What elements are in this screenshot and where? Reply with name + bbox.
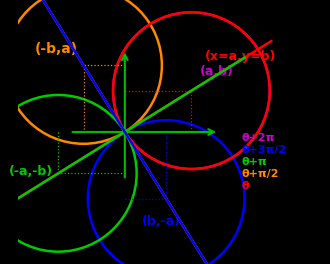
- Text: (-a,-b): (-a,-b): [8, 164, 52, 177]
- Text: θ+2π: θ+2π: [242, 133, 275, 143]
- Text: (-b,a): (-b,a): [35, 42, 78, 56]
- Text: θ+π/2: θ+π/2: [242, 169, 280, 179]
- Text: (b,-a): (b,-a): [142, 215, 181, 228]
- Text: (a,b): (a,b): [199, 65, 233, 78]
- Text: (x=a,y=b): (x=a,y=b): [205, 50, 277, 63]
- Text: θ: θ: [242, 181, 249, 191]
- Text: θ+3π/2: θ+3π/2: [242, 145, 287, 155]
- Text: θ+π: θ+π: [242, 157, 268, 167]
